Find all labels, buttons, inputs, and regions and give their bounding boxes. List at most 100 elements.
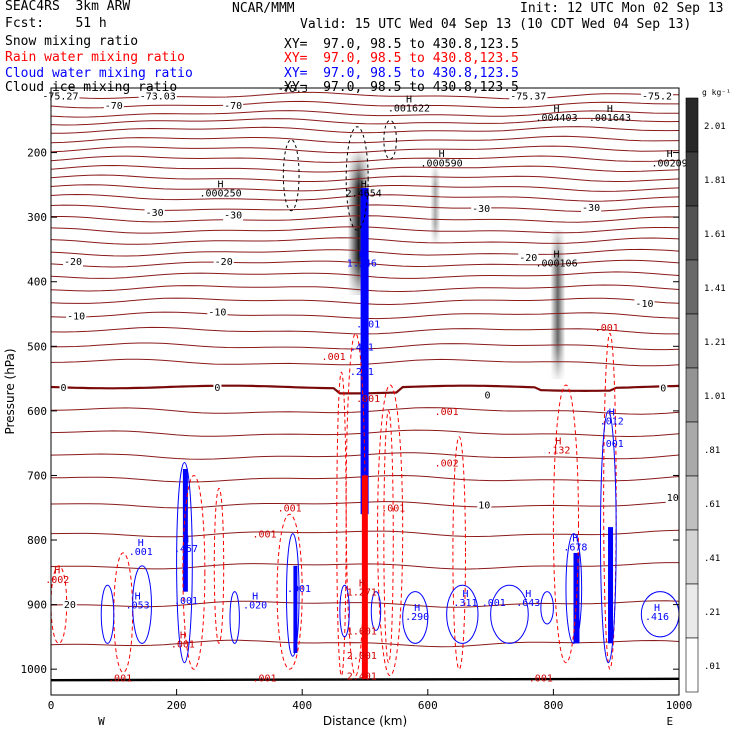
cloud-water-max-label: .001: [600, 439, 624, 450]
rain-core: [361, 475, 368, 679]
temperature-label: 0: [214, 383, 220, 394]
cloud-water-max-label: .001: [482, 598, 506, 609]
cloud-water-column: [608, 527, 614, 644]
cloud-water-max-marker: H: [252, 592, 258, 603]
colorbar-swatch: [685, 313, 699, 369]
temperature-label: 0: [660, 384, 666, 395]
cloud-water-contour: [370, 591, 382, 631]
cloud-water-max-marker: H: [183, 535, 189, 546]
cloud-water-max-label: .201: [350, 367, 374, 378]
cloud-water-max-label: .401: [350, 342, 374, 353]
rain-max-label: .001: [595, 323, 619, 334]
temperature-label: -10: [635, 299, 653, 310]
cloud-water-contour: [100, 584, 115, 644]
legend-cloud-water: Cloud water mixing ratio: [5, 66, 193, 81]
cloud-water-max-marker: H: [525, 589, 531, 600]
temperature-label-bg: [483, 390, 492, 402]
init-time: Init: 12 UTC Mon 02 Sep 13: [520, 1, 724, 16]
colorbar-label: 1.61: [704, 230, 726, 240]
isotherm-line: [51, 155, 679, 163]
y-tick-label: 500: [27, 340, 47, 353]
rain-contour: [552, 384, 580, 664]
colorbar-label: .21: [704, 608, 720, 618]
temperature-label-bg: [213, 382, 222, 394]
rain-contour: [113, 552, 134, 673]
cloud-water-max-label: .012: [600, 417, 624, 428]
temperature-label-bg: [59, 382, 68, 394]
temperature-label-bg: [665, 492, 680, 504]
temperature-label-bg: [223, 100, 244, 112]
center-label: NCAR/MMM: [232, 1, 295, 16]
x-tick-label: 0: [48, 699, 55, 712]
colorbar-label: 1.01: [704, 392, 726, 402]
xy-cloud-water: XY= 97.0, 98.5 to 430.8,123.5: [284, 66, 519, 81]
colorbar-label: 1.21: [704, 338, 726, 348]
colorbar-swatch: [685, 367, 699, 423]
temperature-label: -30: [472, 204, 490, 215]
temperature-label-bg: [144, 207, 165, 219]
xy-snow: XY= 97.0, 98.5 to 430.8,123.5: [284, 37, 519, 52]
cloud-water-contour: [446, 584, 479, 644]
temperature-label: 10: [478, 501, 490, 512]
snow-max-marker: H: [439, 149, 445, 160]
temperature-label-bg: [213, 257, 234, 269]
cloud-water-contour: [229, 591, 240, 644]
rain-max-label: .001: [322, 352, 346, 363]
cloud-water-max-marker: H: [654, 603, 660, 614]
colorbar-swatch: [685, 421, 699, 477]
cloud-water-max-marker: H: [138, 538, 144, 549]
temperature-label: 20: [64, 600, 76, 611]
west-label: W: [98, 715, 105, 728]
cloud-water-max-marker: H: [135, 592, 141, 603]
temperature-label-bg: [518, 253, 539, 265]
temperature-label: -75.27: [42, 92, 78, 103]
cloud-water-max-marker: H: [462, 589, 468, 600]
x-tick-label: 600: [418, 699, 438, 712]
legend-rain: Rain water mixing ratio: [5, 50, 186, 65]
cloud-water-contour: [490, 584, 529, 644]
y-tick-label: 200: [27, 147, 47, 160]
cloud-water-max-label: .001: [129, 547, 153, 558]
cloud-water-max-label: .643: [516, 598, 540, 609]
rain-max-label: .002: [45, 575, 69, 586]
rain-max-label: .002: [435, 459, 459, 470]
cloud-water-max-label: .001: [174, 596, 198, 607]
colorbar-swatch: [685, 475, 699, 531]
y-tick-label: 900: [27, 599, 47, 612]
rain-max-label: .001: [252, 674, 276, 685]
snow-max-label: 2.4654: [346, 189, 382, 200]
rain-max-label: .001: [108, 674, 132, 685]
temperature-label: 10: [667, 493, 679, 504]
temperature-label: 0: [61, 383, 67, 394]
temperature-label-bg: [640, 91, 674, 103]
isotherm-line: [51, 126, 679, 134]
cloud-water-contour: [339, 584, 350, 638]
temperature-label: -30: [146, 208, 164, 219]
cloud-water-max-label: 1.246: [347, 258, 377, 269]
snow-max-marker: H: [361, 180, 367, 191]
forecast-hour: Fcst: 51 h: [5, 16, 107, 31]
cloud-ice-contour: [383, 119, 397, 160]
cloud-water-core: [360, 188, 369, 515]
temperature-label: -20: [215, 257, 233, 268]
y-tick-label: 800: [27, 534, 47, 547]
temperature-label-bg: [581, 202, 602, 214]
snow-max-marker: H: [554, 104, 560, 115]
cloud-water-max-label: .020: [243, 601, 267, 612]
cloud-water-max-label: .001: [356, 320, 380, 331]
temperature-label-bg: [659, 383, 668, 395]
snow-column-fade: [430, 165, 441, 243]
x-tick-label: 800: [543, 699, 563, 712]
temperature-label: -10: [67, 311, 85, 322]
x-tick-label: 1000: [666, 699, 693, 712]
cloud-water-column: [293, 565, 298, 654]
rain-max-label: .132: [546, 446, 570, 457]
temperature-label-bg: [138, 91, 177, 103]
rain-max-marker: H: [54, 566, 60, 577]
cloud-water-column: [182, 468, 188, 592]
temperature-label: -75.37: [510, 92, 546, 103]
legend-snow: Snow mixing ratio: [5, 34, 139, 49]
isotherm-line: [51, 100, 679, 109]
snow-max-marker: H: [218, 180, 224, 191]
